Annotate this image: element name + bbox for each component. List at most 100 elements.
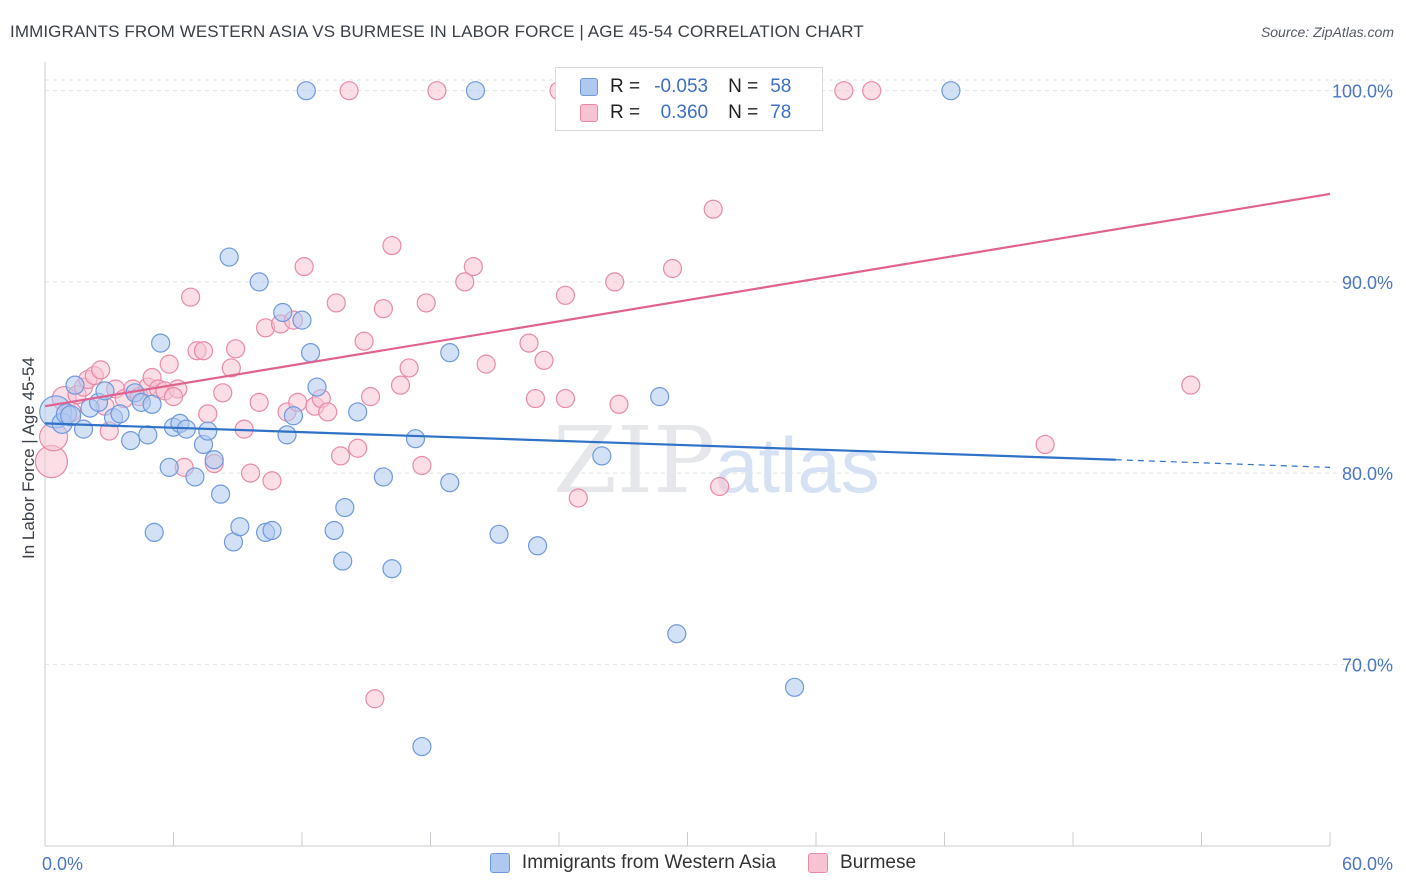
data-point <box>568 488 588 508</box>
data-point <box>519 333 539 353</box>
watermark: ZIP atlas <box>553 407 880 514</box>
data-point <box>198 421 218 441</box>
legend-n-label: N = <box>728 102 759 123</box>
legend-item-western-asia[interactable]: Immigrants from Western Asia <box>489 852 776 874</box>
y-tick-label: 100.0% <box>1332 82 1393 102</box>
data-point <box>405 429 426 449</box>
legend-row-burmese: R = 0.360 N = 78 <box>580 100 791 126</box>
chart-title: IMMIGRANTS FROM WESTERN ASIA VS BURMESE … <box>10 22 864 41</box>
data-point <box>185 467 205 487</box>
data-point <box>193 341 214 361</box>
data-point <box>318 402 338 422</box>
data-point <box>262 520 282 541</box>
data-point <box>142 394 162 414</box>
data-point <box>555 285 576 305</box>
series-western-asia-points <box>39 81 961 757</box>
data-point <box>348 438 368 458</box>
data-point <box>307 377 327 397</box>
data-point <box>365 689 385 709</box>
trend-line-extension <box>1115 459 1331 468</box>
data-point <box>555 388 576 409</box>
data-point <box>138 425 158 445</box>
data-point <box>667 624 687 644</box>
data-point <box>440 343 460 363</box>
data-point <box>650 387 670 407</box>
legend-row-western-asia: R = -0.053 N = 58 <box>580 74 791 100</box>
data-point <box>73 419 94 439</box>
data-point <box>249 272 269 292</box>
legend-swatch-pink <box>580 104 598 122</box>
data-point <box>463 257 483 277</box>
data-point <box>163 387 184 407</box>
data-point <box>294 257 314 277</box>
x-tick-label: 60.0% <box>1342 854 1393 874</box>
data-point <box>204 450 224 470</box>
data-point <box>412 736 432 757</box>
tick-labels: 70.0% 80.0% 90.0% 100.0% 0.0% 60.0% <box>42 82 1393 874</box>
trend-lines <box>44 192 1331 468</box>
data-point <box>662 258 683 279</box>
data-point <box>330 446 351 466</box>
series-burmese-points <box>34 81 1201 709</box>
data-point <box>326 293 346 313</box>
data-point <box>412 455 432 476</box>
legend-label: Burmese <box>840 852 917 873</box>
y-axis-label: In Labor Force | Age 45-54 <box>19 357 38 559</box>
data-point <box>151 333 171 353</box>
data-point <box>382 235 402 256</box>
legend-r-value: 0.360 <box>660 102 709 123</box>
data-point <box>605 272 625 292</box>
data-point <box>230 517 250 537</box>
y-tick-label: 70.0% <box>1342 655 1393 675</box>
data-point <box>198 404 218 424</box>
data-point <box>213 383 233 403</box>
legend-swatch-pink <box>808 853 829 873</box>
data-point <box>360 387 381 407</box>
data-point <box>455 272 475 292</box>
data-point <box>784 677 805 697</box>
data-point <box>465 81 486 101</box>
data-point <box>534 350 554 370</box>
y-tick-label: 80.0% <box>1342 464 1393 484</box>
legend-n-value: 58 <box>770 76 792 97</box>
data-point <box>333 551 353 571</box>
data-point <box>144 522 164 543</box>
data-point <box>390 375 411 395</box>
data-point <box>283 406 304 426</box>
data-point <box>1181 375 1201 395</box>
data-point <box>226 339 246 359</box>
legend-r-value: -0.053 <box>654 76 709 97</box>
data-point <box>292 310 312 330</box>
data-point <box>60 405 82 427</box>
data-point <box>211 484 231 504</box>
y-tick-label: 90.0% <box>1342 273 1393 293</box>
data-point <box>373 299 393 319</box>
legend-swatch-blue <box>489 853 510 873</box>
data-point <box>703 199 723 219</box>
legend-n-value: 78 <box>770 102 792 123</box>
legend-r-label: R = <box>610 102 641 123</box>
data-point <box>159 354 179 374</box>
watermark-atlas: atlas <box>715 421 880 509</box>
legend-item-burmese[interactable]: Burmese <box>808 852 916 874</box>
data-point <box>249 392 269 412</box>
data-point <box>354 331 374 351</box>
data-point <box>277 425 297 445</box>
data-point <box>339 81 359 101</box>
x-tick-label: 0.0% <box>42 854 83 874</box>
data-point <box>427 81 447 101</box>
data-point <box>440 473 460 493</box>
data-point <box>399 358 419 378</box>
data-point <box>273 302 293 323</box>
data-point <box>159 457 179 477</box>
stats-legend: R = -0.053 N = 58 R = 0.360 N = 78 <box>555 67 823 131</box>
data-point <box>241 463 261 483</box>
data-point <box>609 394 629 414</box>
data-point <box>525 388 546 409</box>
data-point <box>91 360 111 380</box>
data-point <box>110 404 130 424</box>
data-point <box>1035 434 1055 455</box>
legend-swatch-blue <box>580 78 598 96</box>
data-point <box>416 293 436 313</box>
data-point <box>862 81 882 101</box>
